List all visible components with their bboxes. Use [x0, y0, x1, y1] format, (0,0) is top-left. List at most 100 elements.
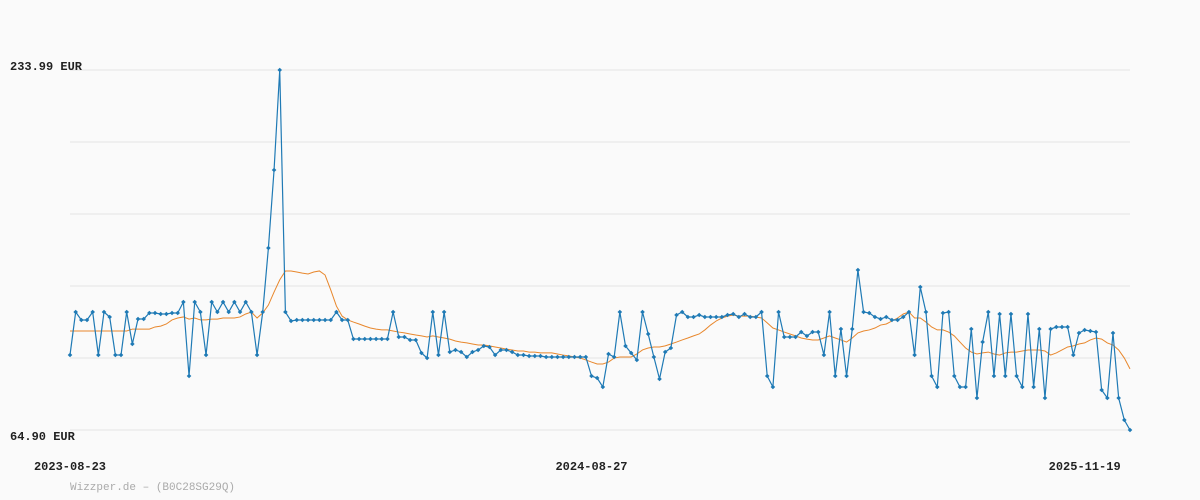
data-point — [379, 336, 385, 342]
data-point — [424, 355, 430, 361]
data-point — [968, 326, 974, 332]
data-point — [101, 309, 107, 315]
data-point — [1076, 330, 1082, 336]
data-point — [906, 309, 912, 315]
data-point — [1014, 373, 1019, 379]
data-point — [1037, 326, 1042, 332]
data-point — [339, 317, 345, 323]
data-point — [521, 352, 526, 358]
data-point — [84, 317, 90, 323]
data-point — [288, 318, 294, 324]
data-point — [96, 352, 101, 358]
data-point — [220, 299, 226, 305]
data-point — [328, 317, 334, 323]
data-point — [243, 299, 249, 305]
data-point — [832, 373, 838, 379]
data-point — [861, 309, 866, 315]
data-point — [985, 309, 991, 315]
data-point — [821, 352, 827, 358]
data-point — [702, 314, 708, 320]
data-point — [305, 317, 311, 323]
data-point — [266, 245, 271, 251]
data-point — [651, 354, 657, 360]
data-point — [147, 310, 152, 316]
data-point — [685, 314, 691, 320]
data-point — [226, 309, 232, 315]
data-point — [549, 354, 555, 360]
data-point — [713, 314, 719, 320]
data-point — [923, 309, 929, 315]
data-point — [645, 331, 651, 337]
data-point — [900, 314, 906, 320]
data-point — [526, 353, 532, 359]
data-point — [606, 351, 611, 357]
data-point — [679, 309, 685, 315]
data-point — [1127, 427, 1133, 433]
data-point — [141, 316, 146, 322]
data-point — [453, 347, 458, 353]
data-point — [810, 329, 815, 335]
data-point — [719, 314, 725, 320]
data-point — [209, 299, 215, 305]
data-point — [730, 311, 736, 317]
data-point — [464, 354, 470, 360]
data-point — [940, 310, 946, 316]
data-point — [475, 347, 481, 353]
data-point — [855, 267, 861, 273]
data-point — [79, 317, 84, 323]
data-point — [838, 326, 844, 332]
data-point — [815, 329, 821, 335]
data-point — [351, 336, 356, 342]
data-point — [798, 329, 804, 335]
data-point — [368, 336, 373, 342]
data-point — [198, 309, 203, 315]
data-point — [866, 310, 872, 316]
data-point — [271, 167, 277, 173]
data-point — [67, 352, 73, 358]
data-point — [895, 317, 900, 323]
data-point — [1042, 395, 1048, 401]
data-point — [849, 326, 855, 332]
data-point — [436, 352, 441, 358]
data-point — [373, 336, 379, 342]
data-point — [441, 309, 447, 315]
data-point — [402, 334, 407, 340]
data-point — [583, 354, 589, 360]
data-point — [1071, 352, 1076, 358]
data-point — [283, 309, 288, 315]
data-point — [883, 314, 889, 320]
data-point — [385, 336, 390, 342]
data-point — [113, 352, 118, 358]
data-point — [186, 373, 192, 379]
data-point — [470, 349, 475, 355]
data-point — [634, 357, 640, 363]
data-point — [390, 309, 396, 315]
data-point — [396, 334, 402, 340]
data-point — [770, 384, 776, 390]
data-point — [237, 309, 243, 315]
data-point — [662, 349, 668, 355]
data-point — [532, 353, 538, 359]
data-point — [1002, 373, 1008, 379]
data-point — [804, 333, 810, 339]
data-point — [623, 343, 628, 349]
data-point — [232, 299, 237, 305]
data-point — [980, 339, 985, 345]
data-point — [600, 384, 606, 390]
data-point — [617, 309, 623, 315]
data-point — [430, 309, 436, 315]
data-point — [736, 314, 742, 320]
data-point — [1088, 328, 1093, 334]
data-point — [294, 317, 300, 323]
data-point — [696, 312, 702, 318]
data-point — [555, 354, 560, 360]
data-point — [691, 314, 696, 320]
source-note: Wizzper.de – (B0C28SG29Q) — [70, 482, 235, 494]
data-point — [1025, 311, 1031, 317]
data-point — [481, 343, 487, 349]
data-point — [413, 337, 419, 343]
data-point — [164, 311, 169, 317]
data-point — [872, 314, 878, 320]
data-point — [793, 334, 798, 340]
